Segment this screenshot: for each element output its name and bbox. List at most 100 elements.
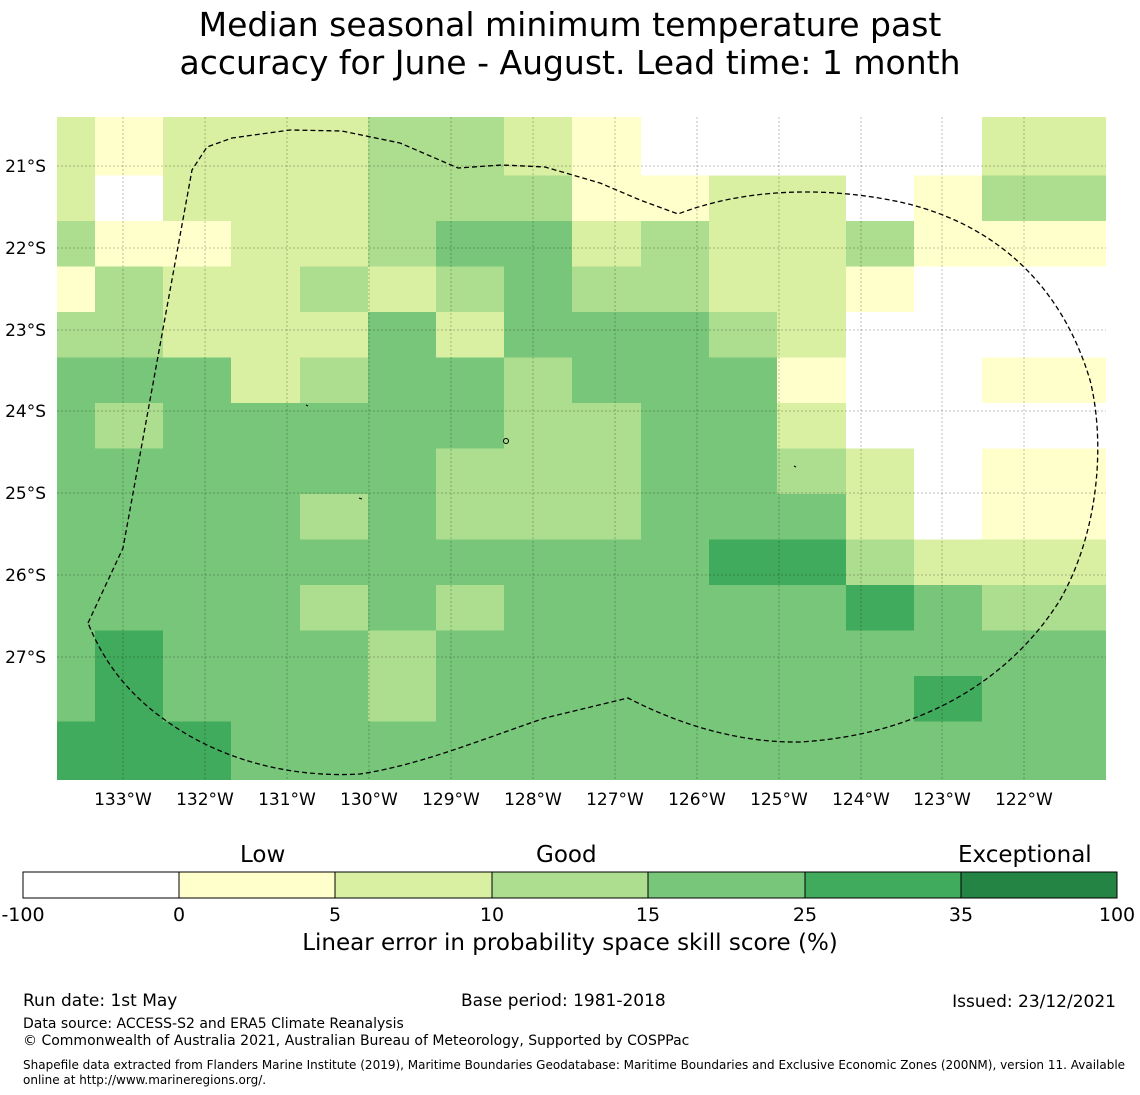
map-cell — [504, 266, 572, 312]
map-cell — [709, 175, 777, 221]
map-cells — [57, 117, 1106, 780]
map-cell — [95, 539, 163, 585]
map-cell — [641, 585, 709, 631]
map-cell — [163, 221, 231, 267]
map-cell — [641, 630, 709, 676]
map-cell — [504, 221, 572, 267]
map-cell — [436, 448, 504, 494]
map-cell — [436, 312, 504, 358]
map-cell — [231, 175, 300, 221]
map-cell — [95, 221, 163, 267]
map-cell — [368, 175, 436, 221]
map-cell — [436, 721, 504, 780]
lon-label: 128°W — [504, 790, 562, 810]
map-cell — [504, 539, 572, 585]
colorbar-label-good: Good — [536, 842, 597, 868]
colorbar-segment — [647, 871, 806, 899]
map-cell — [982, 676, 1106, 722]
map-cell — [95, 630, 163, 676]
map-cell — [982, 403, 1106, 449]
issued-date: Issued: 23/12/2021 — [952, 992, 1116, 1012]
map-cell — [436, 117, 504, 176]
map-cell — [846, 357, 914, 403]
chart-title: Median seasonal minimum temperature past… — [0, 6, 1140, 82]
map-cell — [914, 585, 982, 631]
colorbar-label-low: Low — [240, 842, 286, 868]
map-cell — [95, 357, 163, 403]
map-cell — [504, 630, 572, 676]
map-cell — [57, 494, 95, 540]
map-cell — [914, 357, 982, 403]
map-cell — [982, 539, 1106, 585]
map-cell — [163, 676, 231, 722]
map-cell — [300, 221, 368, 267]
map-cell — [368, 357, 436, 403]
colorbar-tick-label: 0 — [173, 904, 185, 926]
map-cell — [368, 676, 436, 722]
map-cell — [777, 721, 846, 780]
map-cell — [572, 721, 641, 780]
map-cell — [914, 117, 982, 176]
map-cell — [368, 630, 436, 676]
copyright: © Commonwealth of Australia 2021, Austra… — [23, 1033, 690, 1049]
map-cell — [231, 585, 300, 631]
map-cell — [57, 630, 95, 676]
map-cell — [777, 266, 846, 312]
map-cell — [231, 357, 300, 403]
map-cell — [982, 221, 1106, 267]
map-cell — [914, 266, 982, 312]
map-cell — [641, 357, 709, 403]
map-cell — [231, 266, 300, 312]
map-cell — [572, 448, 641, 494]
map-cell — [641, 266, 709, 312]
map-cell — [504, 312, 572, 358]
map-cell — [777, 403, 846, 449]
map-cell — [231, 312, 300, 358]
latitude-labels: 21°S 22°S 23°S 24°S 25°S 26°S 27°S — [5, 157, 46, 668]
lon-label: 131°W — [258, 790, 316, 810]
map-cell — [777, 539, 846, 585]
colorbar-tick-label: 15 — [636, 904, 660, 926]
map-cell — [572, 630, 641, 676]
map-cell — [300, 539, 368, 585]
map-cell — [504, 676, 572, 722]
map-cell — [914, 403, 982, 449]
map-cell — [709, 266, 777, 312]
map-cell — [57, 312, 95, 358]
map-cell — [300, 676, 368, 722]
map-cell — [436, 266, 504, 312]
lat-label: 25°S — [5, 484, 46, 504]
lon-label: 122°W — [995, 790, 1053, 810]
island-markers — [305, 404, 797, 500]
lat-label: 27°S — [5, 648, 46, 668]
map-cell — [846, 539, 914, 585]
lon-label: 124°W — [832, 790, 890, 810]
map-cell — [504, 448, 572, 494]
map-cell — [504, 494, 572, 540]
map-cell — [368, 221, 436, 267]
lat-label: 22°S — [5, 239, 46, 259]
map-cell — [57, 221, 95, 267]
map-cell — [777, 494, 846, 540]
map-cell — [57, 676, 95, 722]
map-cell — [982, 630, 1106, 676]
colorbar-tick-label: 5 — [329, 904, 341, 926]
map-cell — [300, 175, 368, 221]
map-cell — [641, 403, 709, 449]
map-cell — [436, 676, 504, 722]
shapefile-credit-line-2: online at http://www.marineregions.org/. — [23, 1073, 267, 1087]
map-cell — [777, 448, 846, 494]
colorbar-segment — [334, 871, 493, 899]
island-marker — [503, 438, 509, 444]
map-cell — [709, 721, 777, 780]
map-cell — [709, 539, 777, 585]
map-cell — [231, 539, 300, 585]
map-cell — [914, 494, 982, 540]
map-cell — [914, 721, 982, 780]
lat-label: 24°S — [5, 402, 46, 422]
map-cell — [709, 357, 777, 403]
map-cell — [641, 117, 709, 176]
map-cell — [982, 448, 1106, 494]
map-cell — [57, 539, 95, 585]
colorbar-segment — [22, 871, 180, 899]
